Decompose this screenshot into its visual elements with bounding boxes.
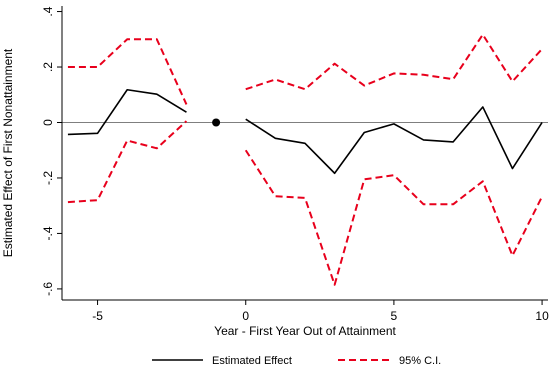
y-tick-label: .2: [41, 62, 55, 72]
axes-layer: -5 0 5 10 -.6 -.4 -.2 0 .2 .4: [41, 6, 549, 323]
confidence-interval-line-1: [67, 38, 188, 105]
legend: Estimated Effect 95% C.I.: [152, 355, 441, 367]
estimated-effect-line-segment-2: [245, 106, 543, 175]
y-axis-title: Estimated Effect of First Nonattainment: [1, 48, 15, 257]
x-tick-label: -5: [92, 309, 103, 323]
confidence-interval-line-4: [244, 149, 543, 286]
y-tick-label: -.6: [41, 282, 55, 296]
series-layer: [67, 33, 543, 286]
estimated-effect-line-segment-1: [67, 88, 187, 136]
confidence-interval-line-3: [245, 33, 543, 91]
y-tick-label: -.2: [41, 171, 55, 185]
legend-label-confidence-interval: 95% C.I.: [399, 355, 441, 367]
x-axis-title: Year - First Year Out of Attainment: [214, 324, 396, 338]
legend-label-estimated-effect: Estimated Effect: [212, 355, 292, 367]
reference-year-dot: [212, 118, 221, 127]
y-tick-label: .4: [41, 6, 55, 16]
x-tick-label: 0: [242, 309, 249, 323]
y-tick-label: 0: [41, 119, 55, 126]
x-tick-label: 5: [391, 309, 398, 323]
y-tick-label: -.4: [41, 226, 55, 240]
reference-point-layer: [212, 118, 221, 127]
x-tick-label: 10: [535, 309, 549, 323]
